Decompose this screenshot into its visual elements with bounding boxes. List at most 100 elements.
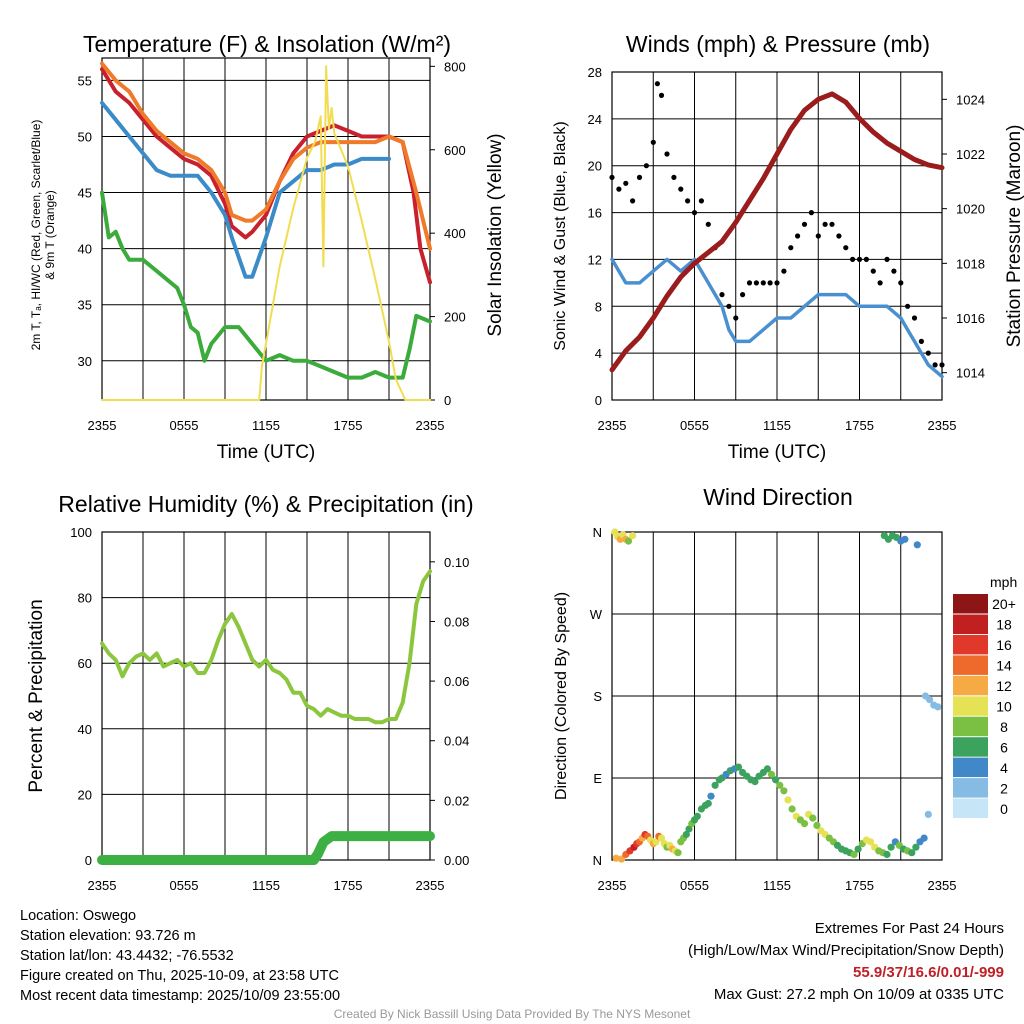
y-tick-label: 16: [588, 206, 602, 221]
x-tick-label: 2355: [88, 878, 117, 893]
extremes-info: Extremes For Past 24 Hours (High/Low/Max…: [688, 918, 1004, 1006]
direction-point: [924, 810, 932, 819]
legend-swatch: [953, 594, 988, 614]
gust-point: [939, 362, 945, 368]
legend-swatch: [953, 757, 988, 778]
y2-tick-label: 0.02: [444, 793, 469, 808]
gust-point: [836, 233, 842, 239]
y2-tick-label: 1024: [956, 92, 985, 107]
y-tick-label: S: [593, 689, 602, 704]
direction-point: [767, 770, 776, 779]
gust-point: [678, 186, 684, 192]
series-line: [100, 190, 432, 380]
y-axis-label-line2: & 9m T (Orange): [43, 190, 57, 280]
x-tick-label: 1755: [845, 418, 874, 433]
x-tick-label: 2355: [598, 418, 627, 433]
x-tick-label: 0555: [170, 878, 199, 893]
y-axis-label: Direction (Colored By Speed): [553, 592, 570, 800]
gust-point: [808, 210, 815, 216]
recent-data-timestamp: Most recent data timestamp: 2025/10/09 2…: [20, 988, 341, 1004]
y-tick-label: 60: [78, 656, 92, 671]
direction-point: [707, 792, 715, 800]
series-line: [100, 100, 391, 279]
direction-point: [926, 696, 934, 704]
series-line: [610, 257, 944, 379]
plot-frame: [611, 71, 943, 401]
direction-point: [657, 834, 666, 842]
direction-point: [624, 537, 633, 545]
x-tick-label: 1155: [252, 418, 280, 433]
y2-tick-label: 800: [444, 59, 466, 74]
direction-point: [776, 781, 784, 789]
y-tick-label: 4: [595, 346, 602, 361]
direction-point: [866, 838, 875, 846]
direction-point: [734, 763, 743, 771]
direction-point: [912, 843, 920, 851]
legend-label: 0: [1000, 801, 1008, 817]
extremes-title: Extremes For Past 24 Hours: [814, 920, 1004, 937]
winds-pressure-panel: 2355 0555 1155 1755 2355 0 4 8 12 16 20 24 28 1014 101…: [552, 31, 1024, 463]
gust-point: [918, 338, 925, 344]
gust-point: [650, 139, 656, 145]
direction-point: [800, 820, 809, 828]
gust-point: [671, 174, 677, 180]
y-tick-label: 12: [588, 252, 602, 267]
gust-point: [664, 151, 670, 157]
gust-point: [643, 163, 650, 169]
gust-point: [609, 174, 615, 180]
gust-point: [815, 233, 821, 239]
gust-point: [850, 256, 856, 262]
gust-point: [733, 315, 739, 321]
x-tick-label: 1755: [334, 418, 363, 433]
direction-point: [612, 854, 620, 862]
legend-label: 20+: [992, 596, 1016, 612]
series-line: [100, 569, 432, 725]
gust-point: [781, 268, 787, 274]
gust-point: [746, 280, 753, 286]
x-tick-label: 2355: [598, 878, 627, 893]
x-axis-label: Time (UTC): [217, 442, 316, 463]
figure-created: Figure created on Thu, 2025-10-09, at 23…: [20, 968, 339, 984]
temperature-insolation-panel: 2355 0555 1155 1755 2355 30 35 40 45 50 55 0 200 400 6…: [29, 31, 506, 463]
x-tick-label: 0555: [680, 418, 709, 433]
direction-point: [788, 805, 796, 813]
station-latlon: Station lat/lon: 43.4432; -76.5532: [20, 948, 234, 964]
y-tick-label: 24: [588, 112, 602, 127]
legend-label: 16: [996, 637, 1012, 653]
series-line: [609, 91, 945, 373]
y2-tick-label: 0.08: [444, 614, 469, 629]
y-tick-label: E: [593, 771, 602, 786]
direction-point: [704, 799, 712, 808]
series-line: [97, 831, 435, 865]
direction-point: [693, 812, 701, 820]
legend-title: mph: [990, 574, 1017, 590]
gust-point: [705, 221, 711, 227]
direction-point: [887, 843, 895, 851]
direction-point: [772, 776, 780, 784]
gust-point: [726, 303, 732, 309]
y-tick-label: 28: [588, 65, 602, 80]
y2-tick-label: 1020: [956, 202, 985, 217]
gust-point: [911, 315, 918, 321]
gust-point: [658, 92, 665, 98]
legend-label: 4: [1000, 760, 1008, 776]
y2-tick-label: 1018: [956, 256, 985, 271]
y-tick-label: N: [593, 525, 602, 540]
y2-tick-label: 0.10: [444, 555, 469, 570]
gust-point: [685, 198, 691, 204]
gust-point: [691, 210, 698, 216]
direction-point: [913, 541, 921, 549]
legend-label: 8: [1000, 719, 1008, 735]
gust-point: [856, 256, 863, 262]
y2-tick-label: 0.00: [444, 853, 469, 868]
legend-swatch: [953, 655, 988, 675]
y2-tick-label: 400: [444, 226, 466, 241]
y-tick-label: 80: [78, 591, 92, 606]
gust-point: [863, 256, 870, 262]
y-axis-label: Percent & Precipitation: [26, 599, 47, 792]
legend-label: 12: [996, 678, 1012, 694]
gust-point: [740, 292, 746, 298]
direction-point: [883, 850, 891, 859]
y-axis-label: Sonic Wind & Gust (Blue, Black): [552, 121, 569, 350]
gust-point: [905, 303, 911, 309]
